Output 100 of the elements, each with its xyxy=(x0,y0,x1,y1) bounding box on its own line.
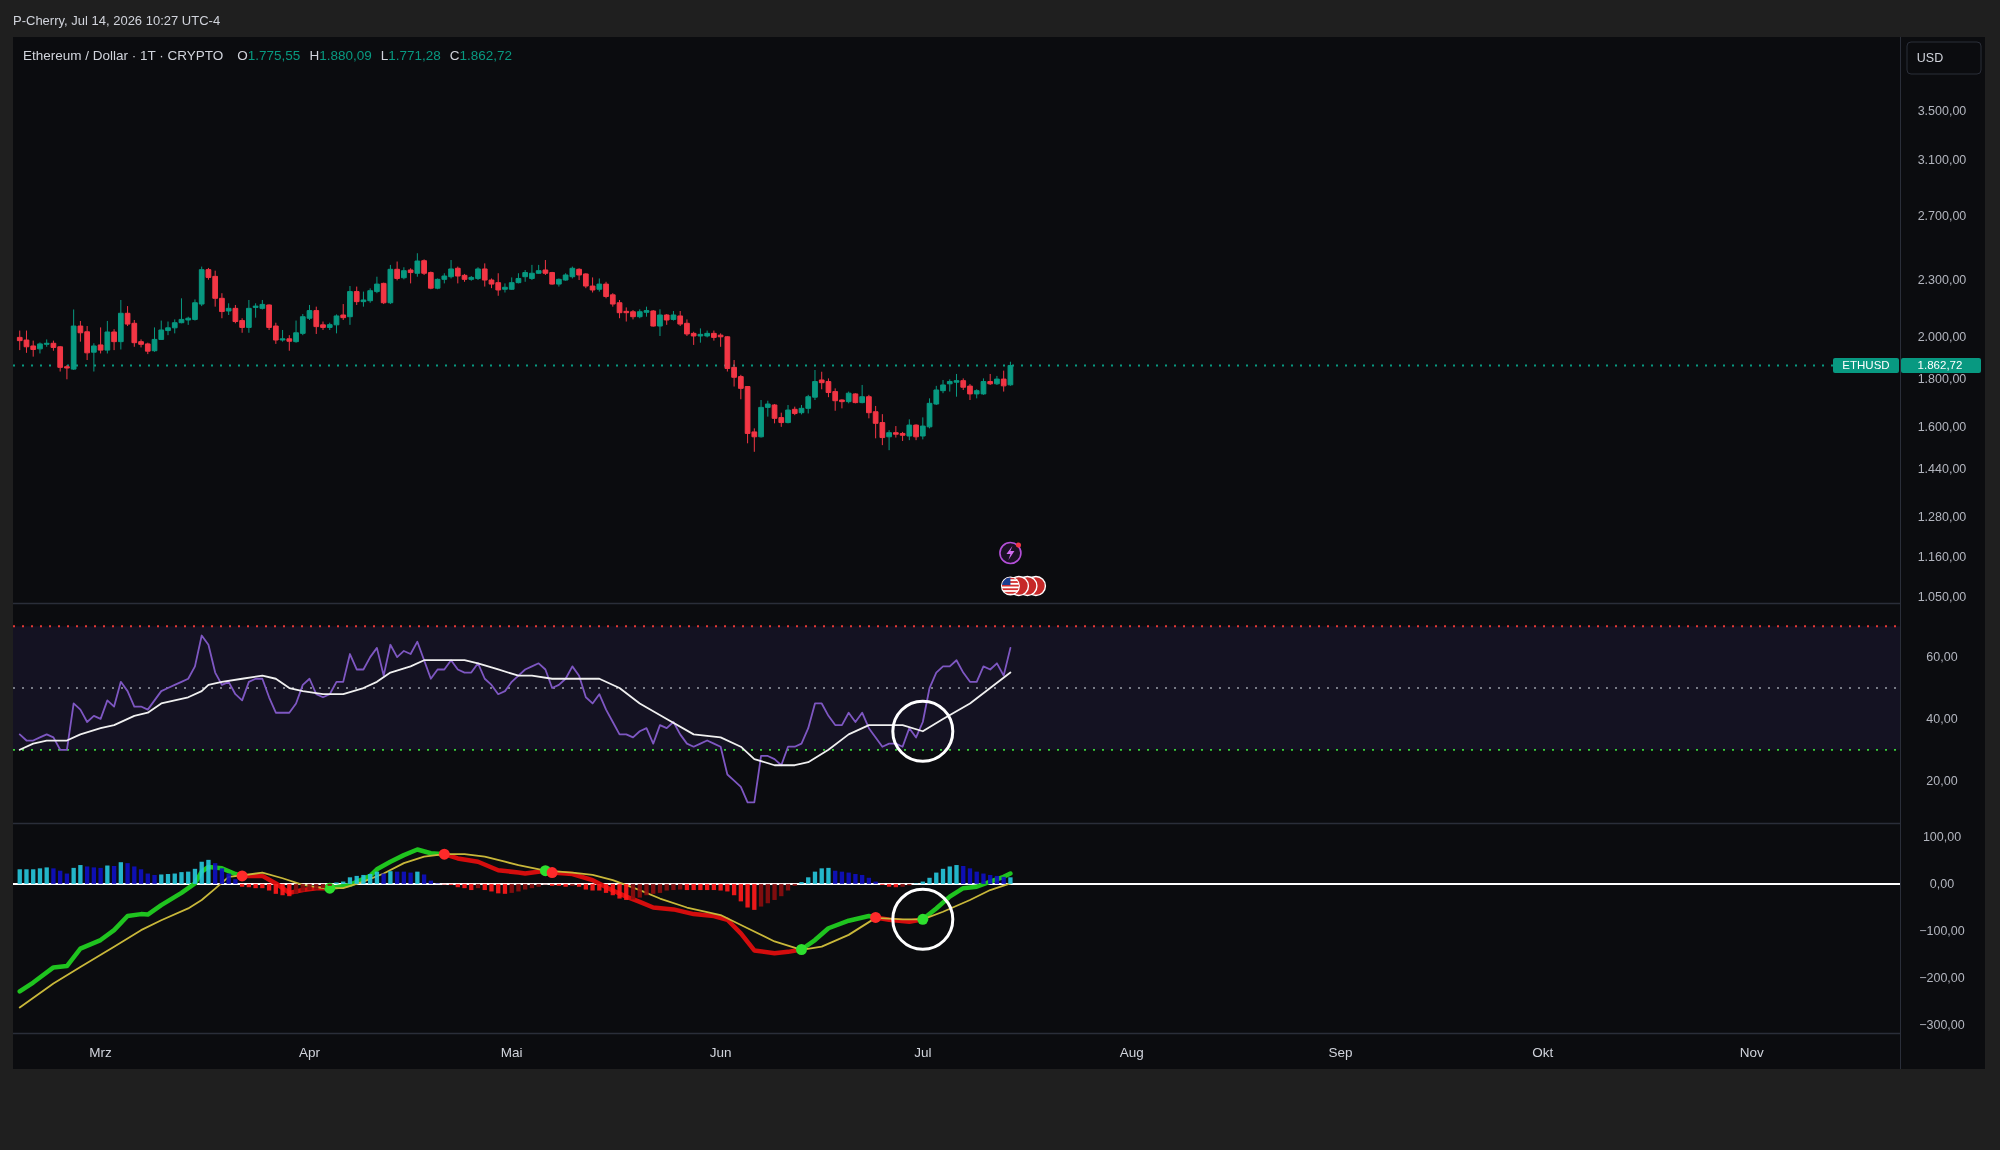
y-tick-label: 3.100,00 xyxy=(1917,152,1967,167)
point xyxy=(546,867,558,879)
bar xyxy=(462,883,467,889)
candlestick xyxy=(1000,370,1007,393)
y-tick-label: 100,00 xyxy=(1922,829,1962,844)
y-tick-label: 2.000,00 xyxy=(1917,329,1967,344)
y-tick-label: 1.050,00 xyxy=(1917,589,1967,604)
y-tick-label: 2.300,00 xyxy=(1917,273,1967,288)
y-tick-label: 2.700,00 xyxy=(1917,208,1967,223)
bar xyxy=(125,863,130,884)
bar xyxy=(637,883,642,898)
text: O1.775,55 H1.880,09 L1.771,28 C1.862,72 xyxy=(237,47,513,63)
bar xyxy=(260,883,265,889)
bar xyxy=(772,883,777,900)
bar xyxy=(111,865,117,884)
point xyxy=(236,870,248,882)
bar xyxy=(900,883,905,887)
y-tick-label: 60,00 xyxy=(1926,650,1958,665)
candlestick xyxy=(913,423,919,441)
bar xyxy=(678,883,683,890)
y-tick-label: −300,00 xyxy=(1919,1018,1965,1033)
point xyxy=(796,943,807,955)
bar xyxy=(374,871,380,884)
bar xyxy=(981,873,986,884)
bar xyxy=(24,869,29,884)
y-tick-label: 1.280,00 xyxy=(1917,509,1967,524)
bar xyxy=(853,874,858,884)
bar xyxy=(132,866,137,884)
bar xyxy=(408,872,413,884)
bar xyxy=(671,883,676,891)
point xyxy=(438,848,450,860)
bar xyxy=(186,871,191,884)
y-tick-label: 1.600,00 xyxy=(1917,419,1967,434)
bar xyxy=(765,883,770,904)
bar xyxy=(84,866,90,884)
bar xyxy=(603,883,609,893)
bar xyxy=(684,883,690,891)
bar xyxy=(91,867,97,884)
bar xyxy=(934,872,939,884)
y-tick-label: 3.500,00 xyxy=(1917,103,1967,118)
candlestick xyxy=(117,299,124,350)
y-tick-label: −100,00 xyxy=(1919,924,1965,939)
bar xyxy=(630,883,636,900)
candlestick xyxy=(246,299,252,334)
bar xyxy=(940,868,946,884)
candlestick xyxy=(663,313,670,326)
bar xyxy=(536,883,541,887)
bar xyxy=(698,883,703,891)
bar xyxy=(886,883,892,887)
candlestick xyxy=(994,375,1000,386)
bar xyxy=(58,870,63,884)
bar xyxy=(711,883,717,891)
x-tick-label: Jul xyxy=(914,1044,932,1060)
candlestick xyxy=(407,267,414,284)
x-tick-label: Sep xyxy=(1328,1044,1353,1060)
bar xyxy=(17,869,22,884)
y-tick-label: −200,00 xyxy=(1919,971,1965,986)
bar xyxy=(1001,876,1006,884)
bar xyxy=(745,883,750,908)
bar xyxy=(988,874,993,884)
bar xyxy=(859,874,865,884)
candlestick xyxy=(906,418,913,441)
bar xyxy=(657,883,663,893)
bar xyxy=(421,874,427,884)
bar xyxy=(610,883,615,896)
bar xyxy=(31,869,36,884)
bar xyxy=(779,883,784,897)
y-tick-label: 1.160,00 xyxy=(1917,549,1967,564)
candlestick xyxy=(791,406,798,416)
bar xyxy=(192,868,198,884)
bar xyxy=(159,874,164,884)
x-tick-label: Nov xyxy=(1739,1044,1764,1060)
candlestick xyxy=(657,308,663,337)
bar xyxy=(563,883,568,887)
bar xyxy=(651,883,656,894)
text: P-Cherry, Jul 14, 2026 10:27 UTC-4 xyxy=(13,12,221,28)
candlestick xyxy=(670,310,677,322)
line-series xyxy=(18,634,1012,804)
bar xyxy=(704,883,710,891)
candlestick xyxy=(394,261,400,281)
bar xyxy=(361,874,366,884)
bar xyxy=(617,883,622,899)
bar xyxy=(401,871,407,884)
bar xyxy=(785,883,791,891)
bar xyxy=(314,883,319,890)
bar xyxy=(293,883,299,894)
bar xyxy=(280,883,285,896)
y-axis-title: USD xyxy=(1916,51,1944,65)
bar xyxy=(846,872,851,884)
bar xyxy=(253,883,258,889)
candlestick xyxy=(225,302,232,316)
bar xyxy=(98,867,103,884)
bar xyxy=(597,883,602,891)
y-tick-label: 1.440,00 xyxy=(1917,462,1967,477)
y-tick-label: 40,00 xyxy=(1926,711,1958,726)
bar xyxy=(583,883,588,890)
bar xyxy=(502,883,508,894)
candlestick xyxy=(353,286,360,306)
bar xyxy=(873,881,878,884)
bar xyxy=(866,877,872,884)
